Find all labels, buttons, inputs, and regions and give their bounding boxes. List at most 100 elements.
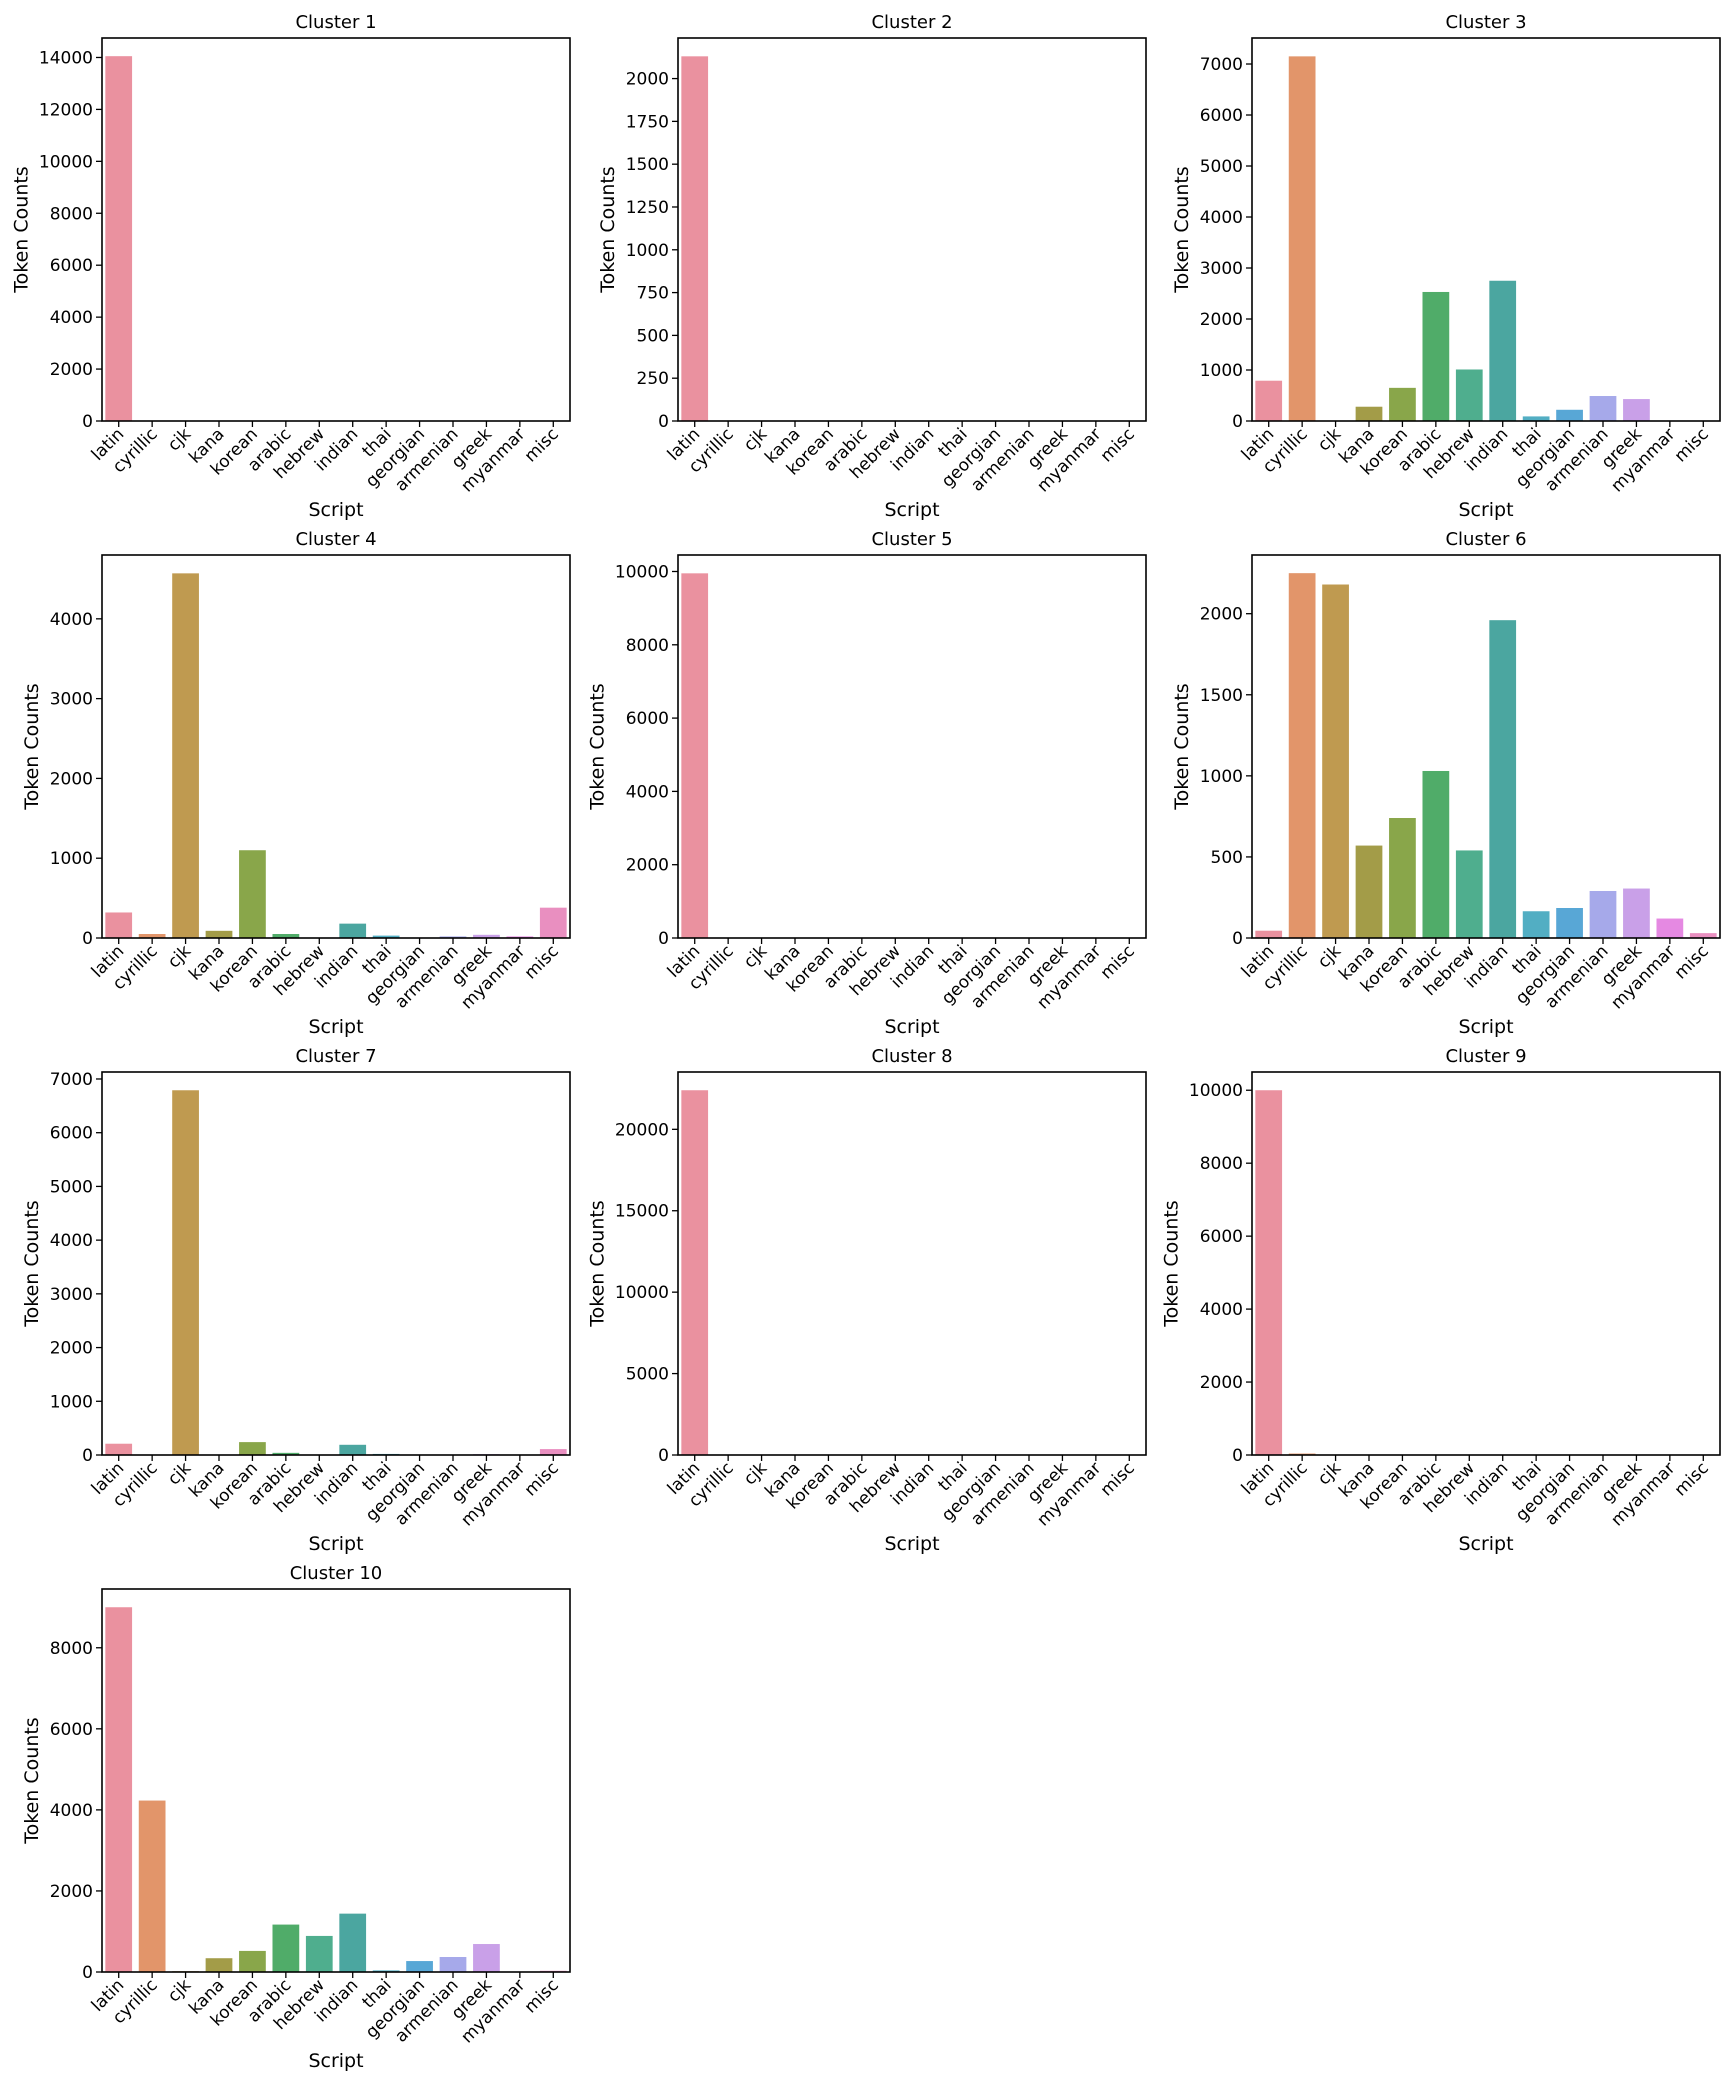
bar-korean — [1389, 387, 1416, 421]
bar-korean — [239, 1950, 266, 1972]
y-tick-label: 8000 — [626, 636, 669, 656]
y-tick-label: 3000 — [50, 1285, 93, 1305]
bar-kana — [1355, 845, 1383, 938]
x-tick-label-misc: misc — [521, 1975, 563, 2017]
y-tick-label: 500 — [1211, 848, 1243, 868]
x-axis-label: Script — [308, 1016, 363, 1038]
bar-latin — [105, 1607, 133, 1972]
bar-arabic — [1422, 291, 1450, 421]
y-tick-label: 4000 — [50, 1801, 93, 1821]
y-tick-label: 12000 — [39, 100, 93, 120]
bar-greek — [1623, 399, 1650, 421]
y-tick-label: 6000 — [50, 256, 93, 276]
chart-title: Cluster 2 — [871, 12, 952, 33]
y-tick-label: 0 — [1232, 1446, 1243, 1466]
chart-title: Cluster 5 — [871, 529, 952, 550]
chart-cluster-5: Cluster 50200040006000800010000latincyri… — [587, 529, 1147, 1038]
y-tick-label: 1000 — [50, 1392, 93, 1412]
chart-cluster-2: Cluster 2025050075010001250150017502000l… — [597, 12, 1147, 521]
axes-frame — [101, 37, 571, 422]
axes-frame — [677, 554, 1147, 939]
y-tick-label: 10000 — [1189, 1081, 1243, 1101]
bar-indian — [339, 1444, 367, 1455]
y-tick-label: 2000 — [1200, 605, 1243, 625]
bar-latin — [1255, 380, 1283, 421]
bar-thai — [1522, 416, 1550, 421]
bar-georgian — [406, 1961, 433, 1972]
x-tick-label-misc: misc — [521, 941, 563, 983]
axes-frame — [1251, 1071, 1721, 1456]
y-tick-label: 1000 — [626, 241, 669, 261]
bar-cjk — [1322, 584, 1349, 938]
y-tick-label: 2000 — [50, 1882, 93, 1902]
y-tick-label: 5000 — [50, 1177, 93, 1197]
x-tick-label-misc: misc — [521, 424, 563, 466]
y-axis-label: Token Counts — [1171, 166, 1193, 293]
y-axis-label: Token Counts — [1161, 1200, 1183, 1327]
y-tick-label: 5000 — [626, 1365, 669, 1385]
x-axis-label: Script — [1458, 1533, 1513, 1555]
bar-korean — [1389, 818, 1416, 938]
y-axis-label: Token Counts — [11, 166, 33, 293]
bar-armenian — [439, 1957, 467, 1972]
y-tick-label: 4000 — [1200, 208, 1243, 228]
y-tick-label: 7000 — [1200, 55, 1243, 75]
bar-cyrillic — [138, 1800, 166, 1972]
x-tick-label-misc: misc — [1097, 1458, 1139, 1500]
chart-title: Cluster 4 — [295, 529, 376, 550]
y-axis-label: Token Counts — [587, 683, 609, 810]
y-tick-label: 0 — [658, 1446, 669, 1466]
y-tick-label: 6000 — [50, 1720, 93, 1740]
bar-hebrew — [1455, 369, 1483, 421]
chart-title: Cluster 3 — [1445, 12, 1526, 33]
y-tick-label: 2000 — [626, 70, 669, 90]
y-tick-label: 0 — [82, 929, 93, 949]
x-axis-label: Script — [1458, 1016, 1513, 1038]
y-tick-label: 1500 — [1200, 686, 1243, 706]
bar-indian — [339, 923, 367, 938]
bar-cyrillic — [1288, 56, 1316, 422]
bar-kana — [205, 930, 233, 938]
bar-misc — [539, 1449, 567, 1455]
y-tick-label: 6000 — [626, 709, 669, 729]
bar-armenian — [1589, 890, 1617, 938]
x-axis-label: Script — [308, 1533, 363, 1555]
y-tick-label: 2000 — [50, 1339, 93, 1359]
y-tick-label: 750 — [637, 284, 669, 304]
bar-indian — [1489, 620, 1517, 938]
x-tick-label-misc: misc — [1671, 941, 1713, 983]
bar-misc — [1689, 933, 1717, 938]
chart-cluster-10: Cluster 1002000400060008000latincyrillic… — [21, 1563, 571, 2072]
y-tick-label: 4000 — [626, 782, 669, 802]
bar-greek — [473, 1944, 500, 1972]
y-tick-label: 7000 — [50, 1070, 93, 1090]
y-tick-label: 2000 — [1200, 310, 1243, 330]
y-tick-label: 2000 — [626, 856, 669, 876]
y-tick-label: 1250 — [626, 198, 669, 218]
bar-hebrew — [1455, 850, 1483, 938]
y-tick-label: 4000 — [50, 308, 93, 328]
y-tick-label: 14000 — [39, 48, 93, 68]
x-tick-label-misc: misc — [1097, 424, 1139, 466]
bar-misc — [539, 907, 567, 938]
y-tick-label: 8000 — [50, 1639, 93, 1659]
y-tick-label: 0 — [1232, 412, 1243, 432]
chart-cluster-9: Cluster 90200040006000800010000latincyri… — [1161, 1046, 1721, 1555]
bar-greek — [1623, 888, 1650, 938]
bar-kana — [205, 1958, 233, 1972]
y-tick-label: 1000 — [1200, 767, 1243, 787]
bar-korean — [239, 1442, 266, 1455]
y-axis-label: Token Counts — [1171, 683, 1193, 810]
y-tick-label: 6000 — [1200, 106, 1243, 126]
y-tick-label: 0 — [82, 412, 93, 432]
bar-georgian — [1556, 908, 1583, 938]
y-tick-label: 4000 — [1200, 1300, 1243, 1320]
y-axis-label: Token Counts — [597, 166, 619, 293]
bar-latin — [105, 1443, 133, 1455]
y-tick-label: 20000 — [615, 1120, 669, 1140]
y-tick-label: 0 — [82, 1963, 93, 1983]
chart-title: Cluster 1 — [295, 12, 376, 33]
